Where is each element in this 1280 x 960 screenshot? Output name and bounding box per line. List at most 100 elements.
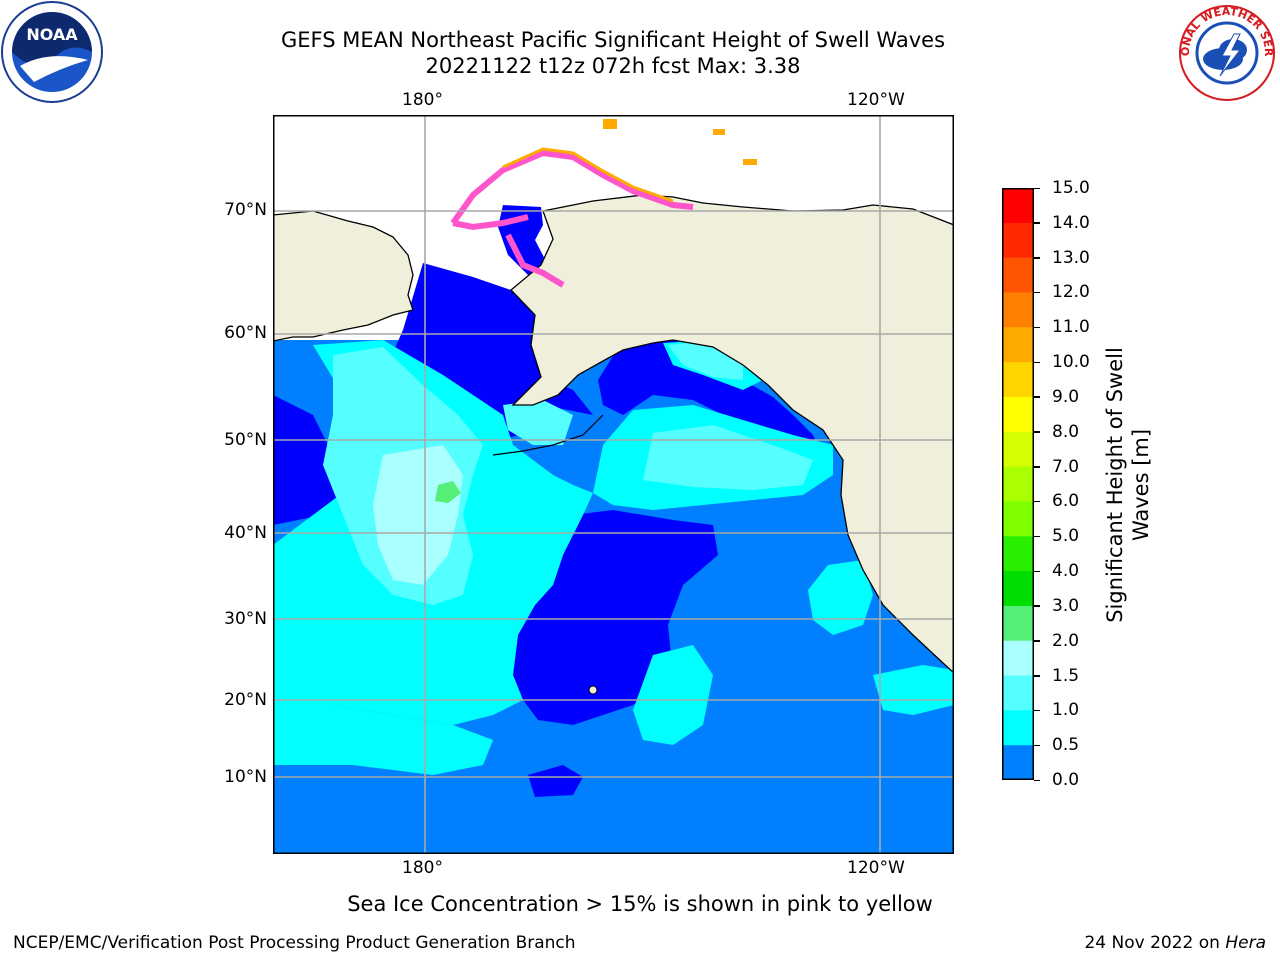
- colorbar-frame: [1002, 188, 1034, 780]
- footer-date: 24 Nov 2022 on Hera: [1084, 932, 1266, 954]
- colorbar-tick-mark: [1034, 535, 1040, 538]
- tropical-west-moderate-swell: [273, 705, 493, 775]
- colorbar-tick-mark: [1034, 257, 1040, 259]
- colorbar-segment: [1002, 222, 1034, 259]
- colorbar-segment: [1002, 466, 1034, 502]
- lat-label-60n: 60°N: [224, 323, 267, 343]
- sea-ice-edge-yellow: [502, 147, 674, 203]
- colorbar-segment: [1002, 640, 1034, 677]
- colorbar-tick-label: 14.0: [1052, 212, 1090, 233]
- noaa-logo: NOAA: [1, 1, 103, 103]
- colorbar-tick-mark: [1034, 361, 1040, 364]
- colorbar-tick-label: 9.0: [1052, 386, 1080, 407]
- gulf-high-swell: [643, 425, 813, 490]
- colorbar-title-line2: Waves [m]: [1129, 428, 1153, 542]
- colorbar-segment: [1002, 501, 1034, 537]
- colorbar-tick-label: 10.0: [1052, 352, 1090, 373]
- hawaii-south-moderate-swell: [873, 665, 954, 715]
- west-aleutian-low-swell: [273, 395, 343, 525]
- colorbar-tick-label: 11.0: [1052, 317, 1090, 338]
- noaa-logo-text: NOAA: [26, 25, 78, 44]
- colorbar-tick-label: 13.0: [1052, 247, 1090, 268]
- lon-label-top-180: 180°: [402, 90, 443, 110]
- colorbar-tick-mark: [1034, 675, 1040, 677]
- sea-ice-patch: [743, 159, 757, 165]
- colorbar-tick-mark: [1034, 396, 1040, 398]
- colorbar-tick-label: 0.0: [1052, 770, 1080, 790]
- colorbar-tick-mark: [1034, 291, 1040, 294]
- northeast-high-swell: [503, 400, 573, 445]
- lat-label-50n: 50°N: [224, 430, 267, 450]
- chart-subtitle: 20221122 t12z 072h fcst Max: 3.38: [425, 54, 801, 78]
- colorbar-segment: [1002, 396, 1034, 433]
- colorbar-tick-label: 3.0: [1052, 595, 1080, 616]
- sea-ice-note: Sea Ice Concentration > 15% is shown in …: [347, 892, 933, 916]
- colorbar-segment: [1002, 536, 1034, 572]
- colorbar-tick-mark: [1034, 779, 1040, 781]
- colorbar-segment: [1002, 605, 1034, 642]
- lon-label-top-120w: 120°W: [847, 90, 905, 110]
- map-frame: [273, 115, 954, 854]
- aleutian-chain: [492, 414, 604, 456]
- colorbar-segment: [1002, 571, 1034, 607]
- colorbar-tick-mark: [1034, 466, 1040, 468]
- colorbar-title: Significant Height of Swell Waves [m]: [1102, 347, 1154, 623]
- lat-label-40n: 40°N: [224, 523, 267, 543]
- colorbar-tick-mark: [1034, 187, 1040, 189]
- eastern-moderate-swell: [808, 560, 873, 635]
- colorbar-segment: [1002, 362, 1034, 398]
- lat-label-30n: 30°N: [224, 609, 267, 629]
- colorbar-tick-mark: [1034, 709, 1040, 712]
- colorbar-tick-label: 0.5: [1052, 735, 1080, 756]
- colorbar-segment: [1002, 292, 1034, 328]
- colorbar-segment: [1002, 431, 1034, 468]
- colorbar-segment: [1002, 745, 1034, 780]
- colorbar-title-line1: Significant Height of Swell: [1103, 347, 1127, 623]
- colorbar-tick-label: 2.0: [1052, 630, 1080, 651]
- peak-swell-region: [373, 445, 463, 585]
- lat-label-70n: 70°N: [224, 200, 267, 220]
- equatorial-low-swell: [528, 765, 583, 797]
- footer-credit: NCEP/EMC/Verification Post Processing Pr…: [13, 933, 576, 953]
- colorbar-tick-mark: [1034, 431, 1040, 433]
- lat-label-10n: 10°N: [224, 767, 267, 787]
- colorbar-tick-label: 12.0: [1052, 282, 1090, 303]
- colorbar-tick-label: 1.5: [1052, 665, 1080, 686]
- siberia-land: [273, 210, 414, 342]
- sea-ice-patch: [603, 119, 617, 129]
- lon-label-bottom-120w: 120°W: [847, 858, 905, 878]
- colorbar-tick-label: 4.0: [1052, 561, 1080, 582]
- colorbar-tick-mark: [1034, 222, 1040, 224]
- colorbar-tick-label: 8.0: [1052, 421, 1080, 442]
- sea-ice-edge: [450, 149, 694, 288]
- gulf-of-alaska-low-swell: [598, 337, 818, 450]
- colorbar-segment: [1002, 675, 1034, 711]
- colorbar-tick-mark: [1034, 605, 1040, 607]
- colorbar-tick-label: 1.0: [1052, 700, 1080, 721]
- colorbar-segment: [1002, 188, 1034, 224]
- subtropical-moderate-swell: [633, 645, 713, 745]
- colorbar-tick-label: 7.0: [1052, 456, 1080, 477]
- colorbar-tick-mark: [1034, 570, 1040, 573]
- colorbar-tick-label: 5.0: [1052, 526, 1080, 547]
- colorbar-tick-mark: [1034, 640, 1040, 642]
- max-swell-patch: [435, 481, 461, 503]
- colorbar-segment: [1002, 257, 1034, 293]
- hawaii-islands: [588, 685, 598, 695]
- graticule: [273, 115, 954, 854]
- chart-title: GEFS MEAN Northeast Pacific Significant …: [280, 28, 946, 52]
- footer-date-text: 24 Nov 2022 on: [1084, 933, 1226, 953]
- colorbar-segment: [1002, 327, 1034, 363]
- colorbar-tick-label: 6.0: [1052, 491, 1080, 512]
- sea-ice-patch: [713, 129, 725, 135]
- nws-logo: NATIONAL WEATHER SERVICE: [1178, 4, 1275, 101]
- lon-label-bottom-180: 180°: [402, 858, 443, 878]
- lat-label-20n: 20°N: [224, 690, 267, 710]
- footer-host: Hera: [1225, 933, 1266, 953]
- colorbar-tick-mark: [1034, 744, 1040, 747]
- colorbar-tick-mark: [1034, 326, 1040, 329]
- colorbar-tick-mark: [1034, 500, 1040, 503]
- swell-height-map: [273, 115, 954, 854]
- colorbar-segment: [1002, 710, 1034, 746]
- colorbar: [1002, 188, 1034, 780]
